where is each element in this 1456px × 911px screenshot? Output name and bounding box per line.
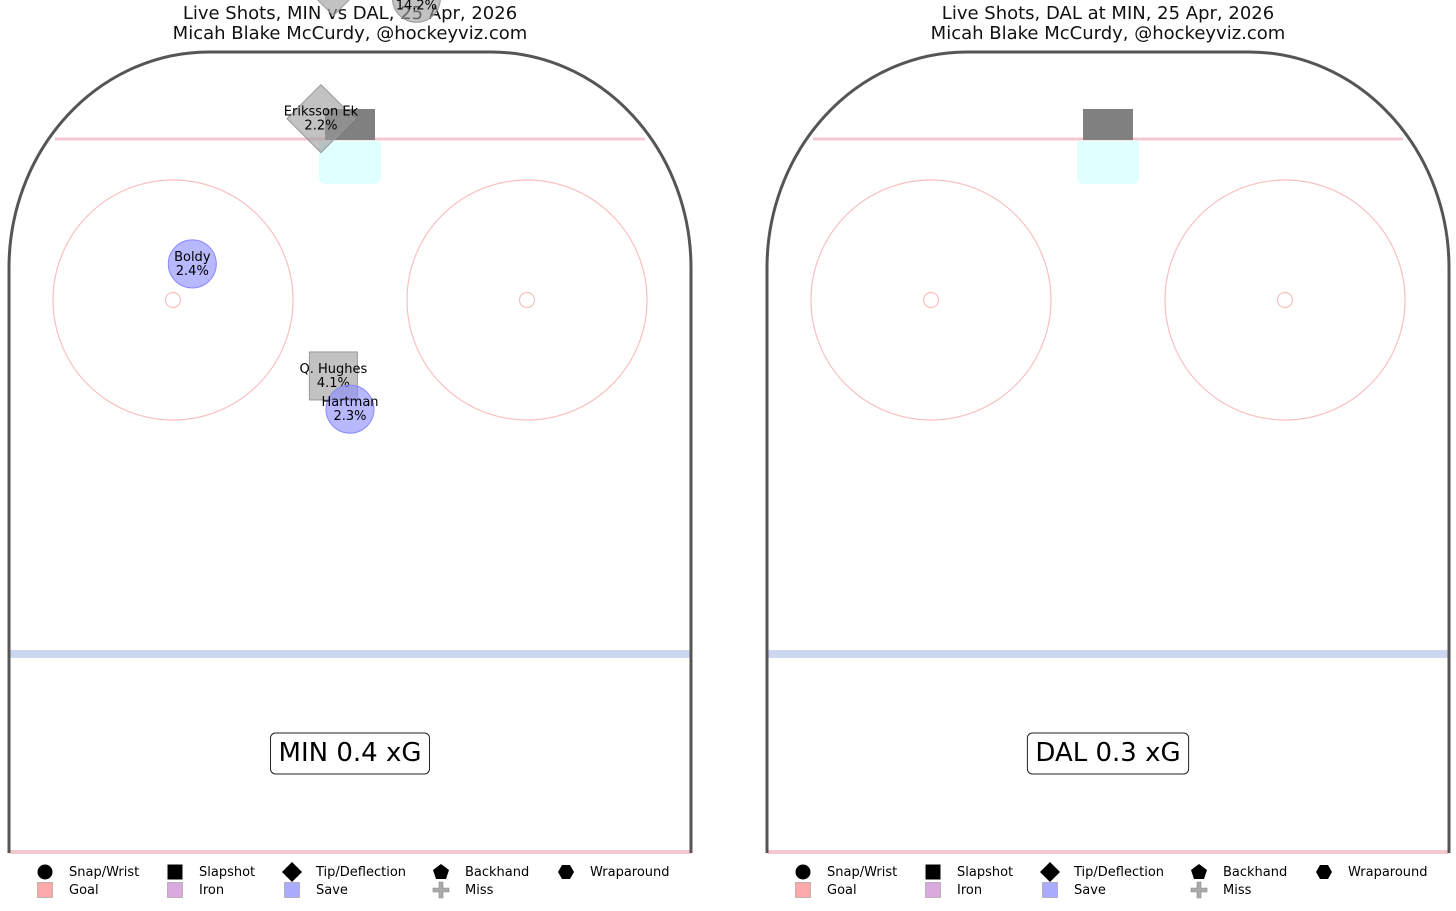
legend-snap-wrist-icon xyxy=(37,864,53,880)
rink-boards xyxy=(7,50,693,853)
legend-label: Slapshot xyxy=(199,865,255,880)
legend-goal-icon xyxy=(795,882,811,898)
legend-label: Backhand xyxy=(465,865,529,880)
legend-label: Tip/Deflection xyxy=(1073,865,1164,880)
legend-label: Iron xyxy=(957,883,982,898)
faceoff-circle xyxy=(52,179,294,421)
shot-player-label: Boldy xyxy=(174,250,211,265)
goal-crease xyxy=(1077,141,1139,184)
xg-summary-text: MIN 0.4 xG xyxy=(279,738,422,768)
rink-plot: Brink5.7%Kaprizov14.2%Kaprizov7.4%Erikss… xyxy=(7,0,693,899)
legend-label: Goal xyxy=(69,883,99,898)
legend-label: Backhand xyxy=(1223,865,1287,880)
shot-marker-snap-wrist xyxy=(167,239,217,289)
legend-label: Slapshot xyxy=(957,865,1013,880)
shot-marker-snap-wrist xyxy=(325,384,375,434)
shot-xg-label: 2.3% xyxy=(333,409,366,424)
legend-tip-icon xyxy=(282,862,302,882)
legend-iron-icon xyxy=(925,882,941,898)
faceoff-dot xyxy=(922,291,940,309)
xg-summary-box xyxy=(270,732,430,775)
shot: Kaprizov14.2% xyxy=(391,0,441,23)
legend-label: Goal xyxy=(827,883,857,898)
legend-miss-icon xyxy=(1190,881,1208,899)
shot-xg-label: 2.2% xyxy=(304,119,337,134)
goal-crease xyxy=(319,141,381,184)
goal-net xyxy=(1083,109,1133,140)
legend-wraparound-icon xyxy=(558,865,574,879)
legend: Snap/Wrist Slapshot Tip/Deflection Backhand… xyxy=(37,862,670,899)
shot: Brink5.7% xyxy=(316,0,350,17)
rink-plot: J. Robertson7.2%J. Robertson6.5%Duchene1… xyxy=(765,50,1451,899)
chart-subtitle-line: Micah Blake McCurdy, @hockeyviz.com xyxy=(930,23,1286,44)
legend-backhand-icon xyxy=(433,864,449,879)
legend-backhand-icon xyxy=(1191,864,1207,879)
legend-label: Iron xyxy=(199,883,224,898)
shot: Eriksson Ek2.2% xyxy=(284,83,359,154)
xg-summary-text: DAL 0.3 xG xyxy=(1035,738,1180,768)
faceoff-dot xyxy=(518,291,536,309)
legend-save-icon xyxy=(284,882,300,898)
legend-label: Miss xyxy=(1223,883,1252,898)
shot-player-label: Hartman xyxy=(321,395,378,410)
legend-slapshot-icon xyxy=(925,864,941,880)
legend-label: Snap/Wrist xyxy=(827,865,897,880)
xg-summary: DAL 0.3 xG xyxy=(1026,732,1190,775)
legend-label: Miss xyxy=(465,883,494,898)
legend-label: Save xyxy=(1074,883,1106,898)
chart-title: Live Shots, DAL at MIN, 25 Apr, 2026 Mic… xyxy=(758,4,1456,44)
chart-subtitle-line: Micah Blake McCurdy, @hockeyviz.com xyxy=(172,23,528,44)
xg-summary-box xyxy=(1026,732,1190,775)
shot-map-right: Live Shots, DAL at MIN, 25 Apr, 2026 Mic… xyxy=(758,0,1456,911)
shot-xg-label: 2.4% xyxy=(176,264,209,279)
shot-xg-label: 14.2% xyxy=(396,0,437,13)
legend-wraparound-icon xyxy=(1316,865,1332,879)
legend-label: Snap/Wrist xyxy=(69,865,139,880)
legend-tip-icon xyxy=(1040,862,1060,882)
faceoff-dot xyxy=(164,291,182,309)
faceoff-circle xyxy=(1164,179,1406,421)
shot-map-left: Live Shots, MIN vs DAL, 25 Apr, 2026 Mic… xyxy=(0,0,700,911)
chart-title-line: Live Shots, DAL at MIN, 25 Apr, 2026 xyxy=(941,3,1275,24)
shot-marker-tip-deflection xyxy=(286,83,356,154)
legend-goal-icon xyxy=(37,882,53,898)
faceoff-dot xyxy=(1276,291,1294,309)
legend-label: Wraparound xyxy=(1348,865,1428,880)
legend-iron-icon xyxy=(167,882,183,898)
rink-boards xyxy=(765,50,1451,853)
faceoff-circle xyxy=(810,179,1052,421)
shot-marker-snap-wrist xyxy=(391,0,441,23)
legend-snap-wrist-icon xyxy=(795,864,811,880)
legend-save-icon xyxy=(1042,882,1058,898)
faceoff-circle xyxy=(406,179,648,421)
xg-summary: MIN 0.4 xG xyxy=(270,732,430,775)
legend-label: Tip/Deflection xyxy=(315,865,406,880)
shot-marks: Brink5.7%Kaprizov14.2%Kaprizov7.4%Erikss… xyxy=(167,0,441,434)
legend-label: Wraparound xyxy=(590,865,670,880)
legend: Snap/Wrist Slapshot Tip/Deflection Backhand… xyxy=(795,862,1428,899)
shot-player-label: Eriksson Ek xyxy=(284,105,359,120)
shot-marker-tip-deflection xyxy=(316,0,350,17)
legend-slapshot-icon xyxy=(167,864,183,880)
legend-miss-icon xyxy=(432,881,450,899)
legend-label: Save xyxy=(316,883,348,898)
shot-player-label: Q. Hughes xyxy=(300,362,368,377)
